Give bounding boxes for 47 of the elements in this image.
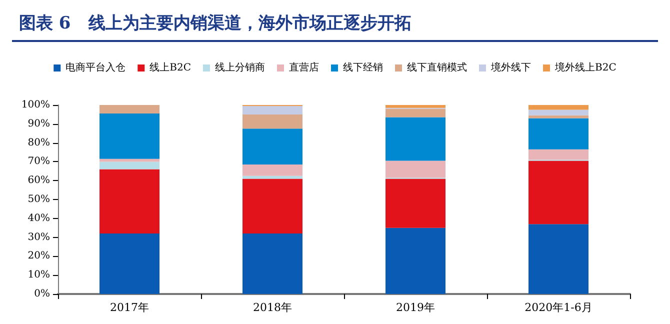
legend-label: 线下直销模式 (407, 62, 467, 74)
legend-label: 线上分销商 (215, 62, 265, 74)
y-tick-label: 60% (28, 175, 50, 186)
y-tick-label: 30% (28, 232, 50, 243)
legend-label: 线下经销 (343, 62, 383, 74)
y-tick-label: 100% (21, 100, 50, 110)
bar (386, 108, 446, 118)
x-tick-label: 2019年 (396, 301, 435, 314)
legend-label: 境外线下 (490, 62, 531, 74)
bar (100, 234, 160, 294)
bar (100, 162, 160, 170)
y-tick-label: 90% (28, 118, 50, 130)
bar (100, 114, 160, 159)
bar (528, 149, 588, 160)
legend-label: 线上B2C (150, 62, 192, 74)
y-tick-label: 0% (34, 288, 50, 300)
legend-label: 境外线上B2C (554, 62, 617, 74)
y-tick-label: 50% (28, 194, 50, 205)
bar (386, 228, 446, 294)
bar (528, 224, 588, 294)
y-tick-label: 40% (28, 212, 50, 224)
bar (386, 105, 446, 108)
bar (242, 114, 302, 129)
bar (386, 117, 446, 161)
bar (242, 128, 302, 165)
bar (528, 110, 588, 116)
bar (100, 105, 160, 114)
bar (100, 169, 160, 234)
bar (242, 178, 302, 234)
y-tick-label: 80% (28, 137, 50, 148)
bar (242, 106, 302, 114)
bar (528, 118, 588, 150)
y-tick-label: 20% (28, 250, 50, 262)
bar (528, 160, 588, 224)
x-tick-label: 2018年 (253, 301, 292, 314)
chart-title: 图表 6 线上为主要内销渠道，海外市场正逐步开拓 (19, 14, 412, 34)
bar (242, 164, 302, 176)
legend-label: 电商平台入仓 (66, 62, 126, 74)
bar (386, 160, 446, 178)
bar (528, 105, 588, 110)
x-tick-label: 2017年 (110, 301, 149, 314)
y-tick-label: 10% (28, 270, 50, 281)
bar (386, 178, 446, 228)
legend-label: 直营店 (289, 62, 319, 74)
bar (242, 234, 302, 294)
y-tick-label: 70% (28, 156, 50, 168)
x-tick-label: 2020年1-6月 (524, 301, 592, 314)
